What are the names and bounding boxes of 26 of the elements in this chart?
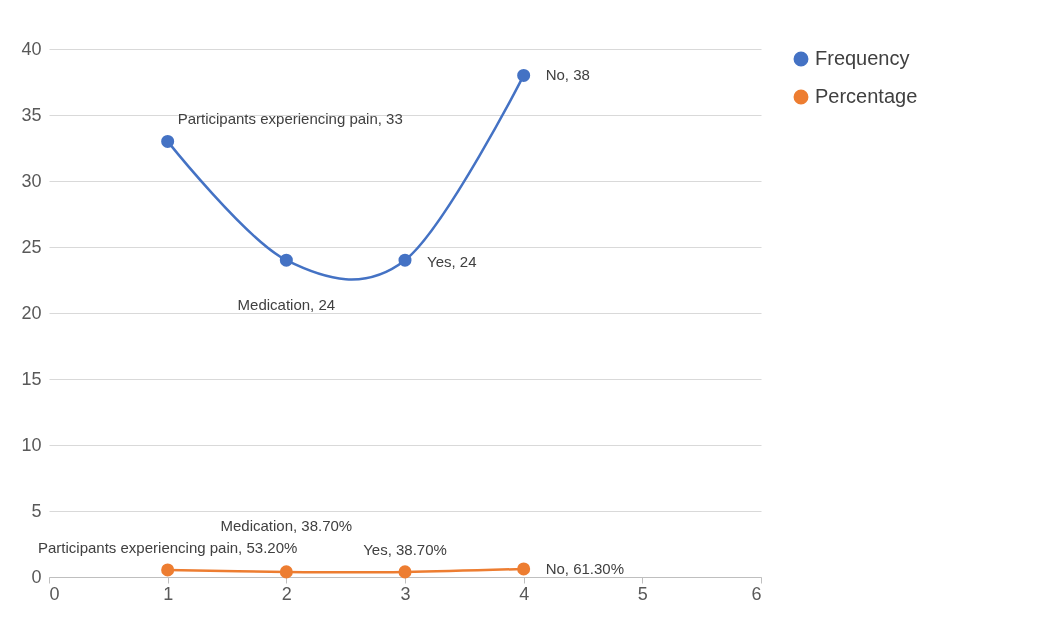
x-tick-label: 4 <box>519 583 530 604</box>
data-label: No, 38 <box>545 66 590 84</box>
y-tick-label: 0 <box>31 566 42 587</box>
x-tick-label: 2 <box>281 583 292 604</box>
data-label: Yes, 38.70% <box>363 540 447 558</box>
y-tick-label: 10 <box>21 434 42 455</box>
data-label: No, 61.30% <box>545 559 625 577</box>
y-tick-label: 25 <box>21 236 42 257</box>
x-tick-label: 5 <box>637 583 648 604</box>
x-tick-label: 6 <box>751 583 762 604</box>
y-tick-label: 35 <box>21 104 42 125</box>
data-label: Medication, 24 <box>237 296 336 314</box>
x-tick-label: 0 <box>49 583 60 604</box>
data-label: Participants experiencing pain, 33 <box>177 110 403 128</box>
legend-label: Percentage <box>815 85 918 107</box>
y-tick-label: 15 <box>21 368 42 389</box>
x-tick-label: 3 <box>400 583 411 604</box>
y-tick-label: 20 <box>21 302 42 323</box>
legend-label: Frequency <box>815 47 910 69</box>
data-label: Yes, 24 <box>427 253 477 271</box>
data-label: Participants experiencing pain, 53.20% <box>37 538 298 556</box>
y-tick-label: 5 <box>31 500 42 521</box>
y-tick-label: 40 <box>21 38 42 59</box>
data-label: Medication, 38.70% <box>220 516 353 534</box>
y-tick-label: 30 <box>21 170 42 191</box>
x-tick-label: 1 <box>163 583 174 604</box>
